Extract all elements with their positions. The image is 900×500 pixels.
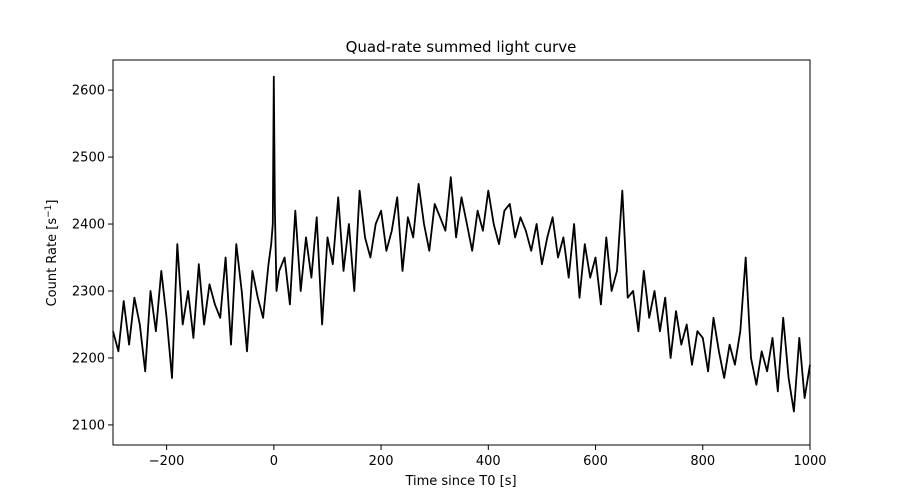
y-axis-label-close: ] [45, 200, 60, 205]
x-tick-label: 800 [690, 454, 715, 469]
x-axis-ticks: −200 0 200 400 600 800 1000 [149, 445, 827, 469]
series-line [112, 75, 811, 413]
y-axis-label-exponent: −1 [44, 205, 54, 218]
x-tick-label: 1000 [793, 454, 826, 469]
y-tick-label: 2100 [72, 418, 105, 433]
y-axis-ticks: 2100 2200 2300 2400 2500 2600 [72, 84, 113, 433]
x-axis-label: Time since T0 [s] [404, 474, 516, 489]
y-tick-label: 2500 [72, 151, 105, 166]
y-tick-label: 2200 [72, 351, 105, 366]
y-tick-label: 2300 [72, 285, 105, 300]
y-axis-label: Count Rate [s−1] [44, 200, 60, 307]
y-axis-label-main: Count Rate [s [45, 218, 60, 307]
plot-area [112, 75, 811, 413]
x-tick-label: 600 [583, 454, 608, 469]
x-tick-label: −200 [149, 454, 185, 469]
chart-title: Quad-rate summed light curve [346, 38, 577, 56]
x-tick-label: 0 [270, 454, 278, 469]
x-tick-label: 200 [369, 454, 394, 469]
x-tick-label: 400 [476, 454, 501, 469]
y-tick-label: 2600 [72, 84, 105, 99]
y-tick-label: 2400 [72, 218, 105, 233]
axes-frame [112, 59, 811, 446]
